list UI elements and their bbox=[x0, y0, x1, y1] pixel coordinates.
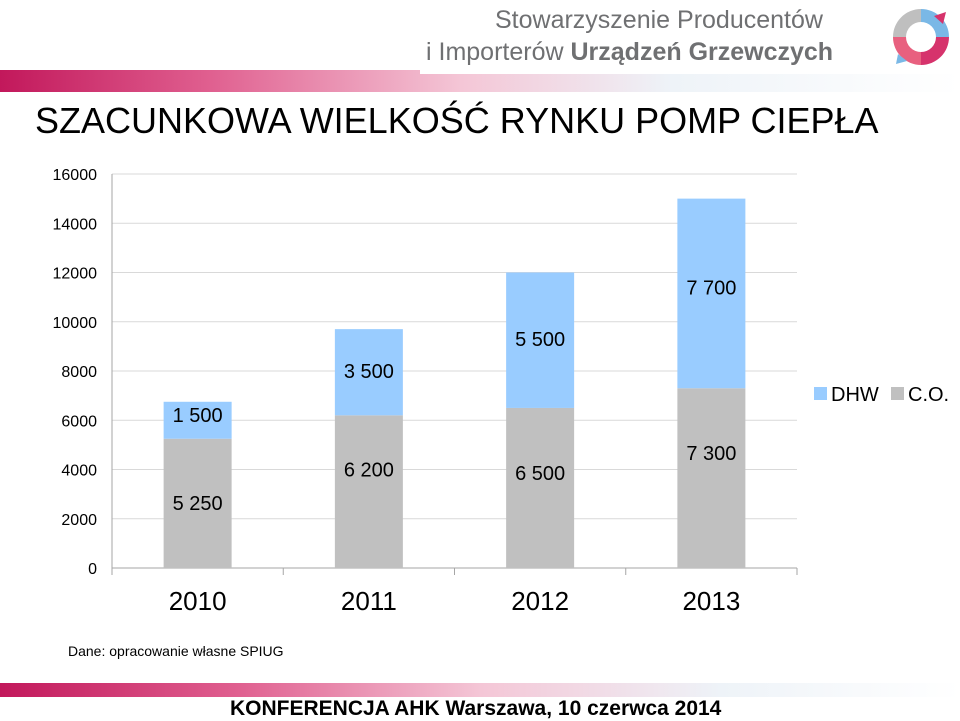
legend-swatch-dhw bbox=[814, 387, 827, 400]
bar-segment bbox=[163, 438, 232, 568]
data-label: 5 250 bbox=[173, 493, 223, 515]
bar-segment bbox=[334, 329, 403, 416]
data-label: 6 500 bbox=[515, 463, 565, 485]
organization-name-line1: Stowarzyszenie Producentów bbox=[495, 6, 823, 34]
data-label: 3 500 bbox=[344, 361, 394, 383]
data-label: 5 500 bbox=[515, 329, 565, 351]
y-tick-label: 16000 bbox=[53, 167, 98, 184]
bar-segment bbox=[677, 388, 746, 568]
data-label: 1 500 bbox=[173, 405, 223, 427]
organization-logo bbox=[420, 0, 960, 74]
y-tick-label: 0 bbox=[88, 561, 97, 578]
footer-text: KONFERENCJA AHK Warszawa, 10 czerwca 201… bbox=[230, 697, 722, 720]
legend-swatch-co bbox=[891, 387, 904, 400]
organization-name-bold: Urządzeń Grzewczych bbox=[570, 38, 834, 66]
y-tick-label: 12000 bbox=[53, 266, 98, 283]
y-tick-label: 4000 bbox=[61, 463, 97, 480]
legend-label-dhw: DHW bbox=[831, 384, 879, 406]
bar-segment bbox=[506, 272, 575, 408]
y-tick-label: 10000 bbox=[53, 315, 98, 332]
x-tick-label: 2012 bbox=[511, 586, 569, 616]
stacked-bar-chart: 0 2000 4000 6000 8000 10000 12000 14000 16000 5 2… bbox=[53, 167, 950, 616]
x-tick-label: 2011 bbox=[341, 586, 397, 616]
footer-band bbox=[0, 683, 960, 697]
data-label: 7 700 bbox=[686, 278, 736, 300]
y-tick-label: 6000 bbox=[61, 413, 97, 430]
page-title: SZACUNKOWA WIELKOŚĆ RYNKU POMP CIEPŁA bbox=[35, 100, 879, 141]
y-tick-label: 14000 bbox=[53, 216, 98, 233]
bar-segment bbox=[506, 407, 575, 568]
x-tick-label: 2010 bbox=[169, 586, 227, 616]
header-band bbox=[0, 70, 960, 92]
x-tick-label: 2013 bbox=[682, 586, 740, 616]
logo-emblem-icon bbox=[891, 7, 951, 67]
bar-segment bbox=[334, 415, 403, 568]
organization-name-prefix: i Importerów bbox=[426, 38, 571, 66]
bar-segment bbox=[677, 198, 746, 389]
bar-segment bbox=[163, 401, 232, 439]
y-tick-label: 8000 bbox=[61, 364, 97, 381]
organization-name-line2: i Importerów Urządzeń Grzewczych bbox=[426, 38, 833, 67]
legend-label-co: C.O. bbox=[908, 384, 949, 406]
source-note: Dane: opracowanie własne SPIUG bbox=[68, 643, 284, 659]
data-label: 6 200 bbox=[344, 459, 394, 481]
data-label: 7 300 bbox=[686, 443, 736, 465]
y-tick-label: 2000 bbox=[61, 512, 97, 529]
